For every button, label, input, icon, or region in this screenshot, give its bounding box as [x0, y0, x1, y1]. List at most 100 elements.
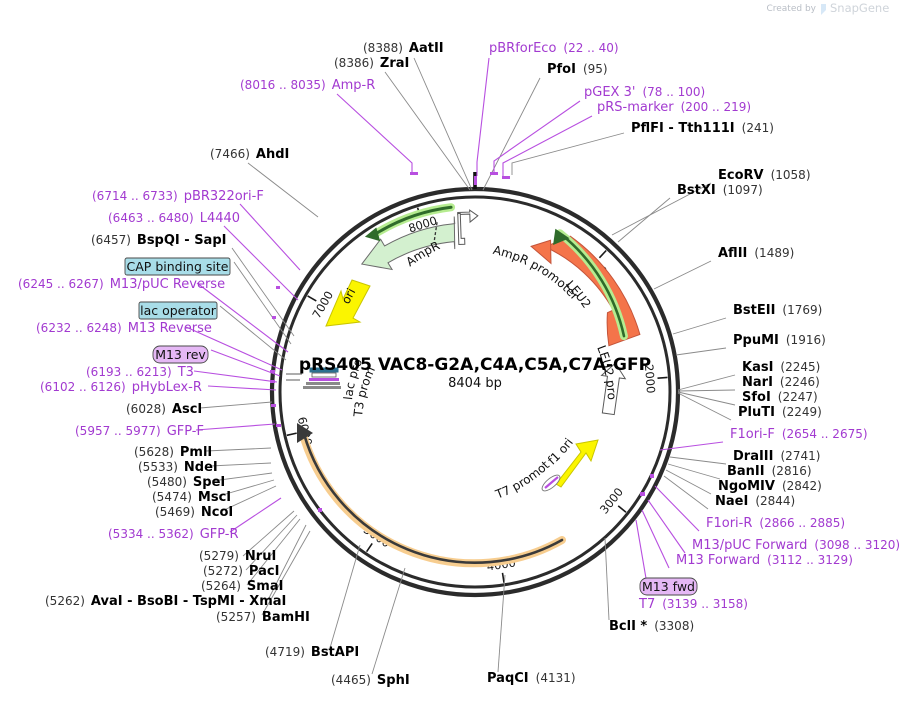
label-name: SpeI	[193, 475, 225, 490]
label-asci[interactable]: (6028) AscI	[126, 402, 202, 417]
label-draiii[interactable]: DraIII (2741)	[733, 449, 820, 464]
label-position: (2247)	[778, 390, 818, 404]
label-name: AscI	[172, 402, 202, 417]
leader-zrai	[384, 71, 471, 191]
svg-text:F1ori-R(2866 .. 2885): F1ori-R (2866 .. 2885)	[706, 516, 845, 531]
ring-site-marks	[270, 172, 654, 512]
feature-t7-promoter[interactable]	[540, 472, 563, 493]
label-position: (5533)	[138, 460, 178, 474]
label-ecorv[interactable]: EcoRV (1058)	[718, 168, 811, 183]
label-f1ori-r[interactable]: F1ori-R (2866 .. 2885)	[706, 516, 845, 531]
leader-ndei	[209, 462, 272, 467]
label-aatii[interactable]: (8388) AatII	[363, 41, 444, 56]
label-name: pHybLex-R	[132, 380, 202, 395]
label-paqci[interactable]: PaqCI (4131)	[487, 671, 576, 686]
badge-lac-operator[interactable]: lac operator	[138, 301, 218, 320]
feature-ori[interactable]	[325, 279, 371, 327]
ori-arrow	[325, 279, 371, 327]
label-paci[interactable]: (5272) PacI	[203, 564, 279, 579]
label-name: NaeI	[715, 494, 748, 509]
label-smai[interactable]: (5264) SmaI	[201, 579, 283, 594]
label-position: (5628)	[134, 445, 174, 459]
label-pfoi[interactable]: PfoI (95)	[547, 62, 608, 77]
label-m13-puc-forward[interactable]: M13/pUC Forward (3098 .. 3120)	[692, 538, 900, 553]
label-naei[interactable]: NaeI (2844)	[715, 494, 795, 509]
label-pgex-3[interactable]: pGEX 3' (78 .. 100)	[584, 85, 705, 100]
label-name: AflII	[718, 246, 747, 261]
label-ppumi[interactable]: PpuMI (1916)	[733, 333, 826, 348]
label-nari[interactable]: NarI (2246)	[742, 375, 820, 390]
label-sphi[interactable]: (4465) SphI	[331, 673, 410, 688]
label-position: (8386)	[334, 56, 374, 70]
label-pmli[interactable]: (5628) PmlI	[134, 445, 212, 460]
badge-background	[639, 577, 698, 596]
label-pluti[interactable]: PluTI (2249)	[738, 405, 822, 420]
feature-insert-arc[interactable]	[297, 423, 566, 568]
label-nrui[interactable]: (5279) NruI	[199, 549, 276, 564]
highlight-badges: CAP binding site lac operator M13 rev M13 f…	[124, 257, 698, 596]
label-aflii[interactable]: AflII (1489)	[718, 246, 794, 261]
label-kasi[interactable]: KasI (2245)	[742, 360, 820, 375]
label-bstapi[interactable]: (4719) BstAPI	[265, 645, 359, 660]
badge-m13-fwd[interactable]: M13 fwd	[639, 577, 698, 596]
svg-text:(6463 .. 6480)L4440: (6463 .. 6480) L4440	[108, 211, 240, 226]
label-f1ori-f[interactable]: F1ori-F (2654 .. 2675)	[730, 427, 868, 442]
label-spei[interactable]: (5480) SpeI	[147, 475, 225, 490]
label-t7[interactable]: T7 (3139 .. 3158)	[638, 597, 748, 612]
label-pflfi-tth111i[interactable]: PflFI - Tth111I (241)	[631, 121, 774, 136]
feature-ampr[interactable]	[359, 203, 458, 271]
label-sfoi[interactable]: SfoI (2247)	[742, 390, 818, 405]
label-zrai[interactable]: (8386) ZraI	[334, 56, 409, 71]
label-gfp-f[interactable]: (5957 .. 5977) GFP-F	[75, 424, 204, 439]
label-bstxi[interactable]: BstXI (1097)	[677, 183, 763, 198]
label-name: BamHI	[262, 610, 310, 625]
site-mark-13	[640, 492, 645, 496]
label-ngomiv[interactable]: NgoMIV (2842)	[718, 479, 822, 494]
label-t3[interactable]: (6193 .. 6213) T3	[86, 365, 194, 380]
svg-text:(6232 .. 6248)M13 Reverse: (6232 .. 6248) M13 Reverse	[36, 321, 212, 336]
badge-m13-rev[interactable]: M13 rev	[152, 345, 209, 364]
label-pbrforeco[interactable]: pBRforEco (22 .. 40)	[489, 41, 619, 56]
leader-bamhi	[261, 530, 311, 616]
leader-msci	[218, 479, 275, 497]
label-name: NcoI	[201, 505, 233, 520]
label-l4440[interactable]: (6463 .. 6480) L4440	[108, 211, 240, 226]
feature-cluster-mcs[interactable]	[286, 367, 341, 389]
label-name: GFP-R	[200, 527, 239, 542]
label-amp-r[interactable]: (8016 .. 8035) Amp-R	[240, 78, 375, 93]
label-position: (1058)	[771, 168, 811, 182]
label-msci[interactable]: (5474) MscI	[152, 490, 231, 505]
label-avai-bsobi-tspmi-xmai[interactable]: (5262) AvaI - BsoBI - TspMI - XmaI	[45, 594, 286, 609]
label-banii[interactable]: BanII (2816)	[727, 464, 812, 479]
label-prs-marker[interactable]: pRS-marker (200 .. 219)	[597, 100, 751, 115]
label-gfp-r[interactable]: (5334 .. 5362) GFP-R	[108, 527, 239, 542]
feature-ampr-promoter[interactable]	[457, 209, 479, 245]
badge-cap-binding-site[interactable]: CAP binding site	[124, 257, 231, 276]
label-bsteii[interactable]: BstEII (1769)	[733, 303, 822, 318]
label-ncoi[interactable]: (5469) NcoI	[155, 505, 233, 520]
svg-text:(6714 .. 6733)pBR322ori-F: (6714 .. 6733) pBR322ori-F	[92, 189, 264, 204]
label-bspqi-sapi[interactable]: (6457) BspQI - SapI	[91, 233, 226, 248]
label-pbr322ori-f[interactable]: (6714 .. 6733) pBR322ori-F	[92, 189, 264, 204]
label-m13-forward[interactable]: M13 Forward (3112 .. 3129)	[676, 553, 853, 568]
svg-text:BanII(2816): BanII (2816)	[727, 464, 812, 479]
label-m13-puc-reverse[interactable]: (6245 .. 6267) M13/pUC Reverse	[18, 277, 225, 292]
label-bamhi[interactable]: (5257) BamHI	[216, 610, 310, 625]
svg-text:(5533)NdeI: (5533) NdeI	[138, 460, 218, 475]
svg-text:T7(3139 .. 3158): T7 (3139 .. 3158)	[638, 597, 748, 612]
label-phyblex-r[interactable]: (6102 .. 6126) pHybLex-R	[40, 380, 202, 395]
feature-leu2-promoter[interactable]	[596, 362, 627, 416]
label-name: L4440	[200, 211, 240, 226]
label-ndei[interactable]: (5533) NdeI	[138, 460, 218, 475]
label-bcli[interactable]: BclI * (3308)	[609, 619, 694, 634]
feature-leu2[interactable]	[530, 227, 641, 351]
label-name: pRS-marker	[597, 100, 674, 115]
label-ahdi[interactable]: (7466) AhdI	[210, 147, 289, 162]
ring-label-lac-promoter: lac promoter	[0, 0, 365, 401]
tick-mark-5000	[365, 542, 373, 553]
label-m13-reverse[interactable]: (6232 .. 6248) M13 Reverse	[36, 321, 212, 336]
label-position: (6028)	[126, 402, 166, 416]
leader-pbr322ori-f	[239, 203, 301, 271]
label-position: (5480)	[147, 475, 187, 489]
label-name: F1ori-R	[706, 516, 752, 531]
